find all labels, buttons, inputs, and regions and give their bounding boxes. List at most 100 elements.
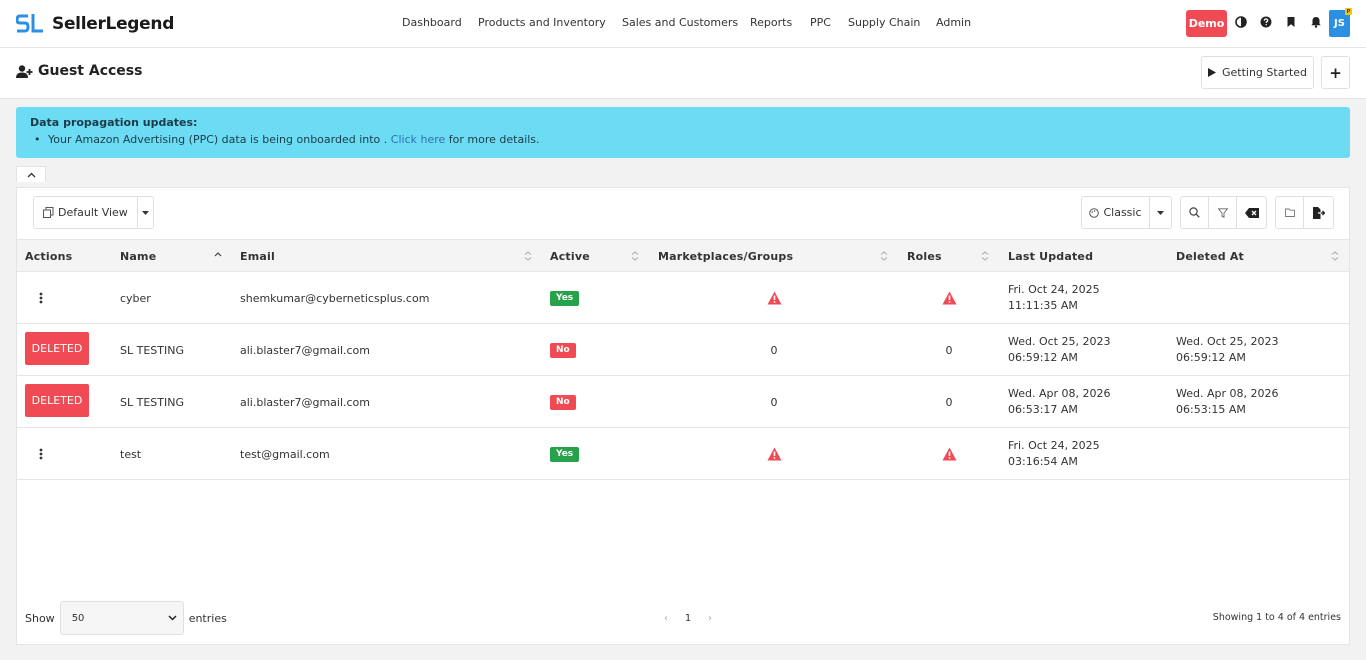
cell-name: SL TESTING [120, 343, 184, 357]
page-number[interactable]: 1 [684, 612, 692, 624]
last-updated-time: 06:53:17 AM [1008, 403, 1078, 416]
cell-marketplaces [658, 272, 890, 324]
nav-dashboard[interactable]: Dashboard [402, 16, 462, 29]
cell-email: test@gmail.com [240, 447, 330, 461]
cell-deleted-at: Wed. Apr 08, 2026 06:53:15 AM [1176, 376, 1279, 428]
column-header-name[interactable]: Name [120, 249, 157, 263]
deleted-button[interactable]: DELETED [25, 332, 89, 365]
top-navbar: SellerLegend Dashboard Products and Inve… [0, 0, 1366, 48]
filter-icon [1217, 207, 1228, 218]
view-selector-button[interactable]: Default View [33, 196, 137, 229]
cell-roles: 0 [907, 324, 991, 376]
last-updated-date: Fri. Oct 24, 2025 [1008, 283, 1100, 296]
add-guest-button[interactable]: + [1321, 56, 1350, 89]
alert-click-here-link[interactable]: Click here [390, 133, 446, 146]
collapse-toggle[interactable] [16, 166, 46, 182]
user-plus-icon [16, 64, 33, 78]
nav-reports[interactable]: Reports [750, 16, 793, 29]
sort-icon[interactable] [524, 250, 532, 262]
column-header-roles[interactable]: Roles [907, 249, 942, 263]
deleted-at-time: 06:59:12 AM [1176, 351, 1246, 364]
bell-icon[interactable] [1310, 16, 1322, 28]
nav-sales-and-customers[interactable]: Sales and Customers [622, 16, 739, 29]
deleted-at-time: 06:53:15 AM [1176, 403, 1246, 416]
folder-icon [1284, 208, 1295, 217]
table-header: Actions Name Email Active Marketplaces/G… [17, 239, 1349, 272]
palette-icon [1089, 207, 1100, 218]
column-header-deleted-at[interactable]: Deleted At [1176, 249, 1245, 263]
next-page-icon[interactable]: › [708, 612, 712, 624]
column-header-marketplaces[interactable]: Marketplaces/Groups [658, 249, 794, 263]
table-row: DELETED SL TESTING ali.blaster7@gmail.com N… [17, 324, 1349, 376]
brand-logo[interactable]: SellerLegend [16, 12, 174, 36]
alert-message-suffix: for more details. [445, 133, 540, 146]
demo-button[interactable]: Demo [1186, 10, 1227, 37]
search-icon [1189, 207, 1200, 218]
avatar-initials: JS [1334, 18, 1345, 29]
nav-products-and-inventory[interactable]: Products and Inventory [478, 16, 606, 29]
help-icon[interactable] [1260, 16, 1272, 28]
brand-name: SellerLegend [52, 14, 175, 34]
folder-button[interactable] [1275, 196, 1304, 229]
row-actions-menu-icon[interactable] [39, 448, 43, 460]
nav-supply-chain[interactable]: Supply Chain [848, 16, 921, 29]
bookmark-icon[interactable] [1285, 16, 1297, 28]
getting-started-button[interactable]: Getting Started [1201, 56, 1314, 89]
layout-mode-dropdown-toggle[interactable] [1149, 196, 1172, 229]
cell-marketplaces: 0 [658, 376, 890, 428]
nav-ppc[interactable]: PPC [810, 16, 831, 29]
row-actions-menu-icon[interactable] [39, 292, 43, 304]
column-header-last-updated[interactable]: Last Updated [1008, 249, 1094, 263]
filter-button[interactable] [1208, 196, 1237, 229]
last-updated-time: 03:16:54 AM [1008, 455, 1078, 468]
active-status-badge: Yes [550, 446, 580, 462]
search-button[interactable] [1180, 196, 1209, 229]
marketplaces-count: 0 [770, 395, 778, 409]
alert-title: Data propagation updates: [30, 116, 198, 129]
deleted-at-date: Wed. Apr 08, 2026 [1176, 387, 1279, 400]
sort-icon[interactable] [1331, 250, 1339, 262]
page-title: Guest Access [16, 63, 142, 79]
sort-icon[interactable] [981, 250, 989, 262]
cell-roles [907, 272, 991, 324]
cell-last-updated: Wed. Oct 25, 2023 06:59:12 AM [1008, 324, 1110, 376]
sort-asc-icon[interactable] [214, 250, 222, 262]
deleted-button[interactable]: DELETED [25, 384, 89, 417]
entries-per-page-value: 50 [71, 612, 85, 624]
warning-icon [942, 447, 956, 461]
sort-icon[interactable] [631, 250, 639, 262]
last-updated-date: Fri. Oct 24, 2025 [1008, 439, 1100, 452]
clear-filter-button[interactable] [1236, 196, 1267, 229]
table-row: test test@gmail.com Yes Fri. Oct 24, 2025 03… [17, 428, 1349, 480]
sellerlegend-logo-icon [16, 14, 43, 33]
view-selector-label: Default View [58, 206, 128, 219]
contrast-icon[interactable] [1235, 16, 1247, 28]
cell-name: SL TESTING [120, 395, 184, 409]
page-size-control: Show 50 entries [25, 601, 227, 635]
export-button[interactable] [1303, 196, 1334, 229]
view-dropdown-toggle[interactable] [137, 196, 154, 229]
column-header-actions: Actions [25, 249, 73, 263]
cell-active: No [550, 324, 576, 376]
cell-active: No [550, 376, 576, 428]
sort-icon[interactable] [880, 250, 888, 262]
play-icon [1207, 68, 1216, 77]
prev-page-icon[interactable]: ‹ [664, 612, 668, 624]
last-updated-date: Wed. Oct 25, 2023 [1008, 335, 1111, 348]
nav-admin[interactable]: Admin [936, 16, 972, 29]
user-avatar[interactable]: JS P [1329, 8, 1352, 37]
marketplaces-count: 0 [770, 343, 778, 357]
pagination: ‹ 1 › [655, 609, 721, 627]
caret-down-icon [142, 210, 149, 215]
roles-count: 0 [945, 343, 953, 357]
active-status-badge: Yes [550, 290, 580, 306]
entries-per-page-select[interactable]: 50 [59, 601, 184, 635]
layout-mode-button[interactable]: Classic [1081, 196, 1149, 229]
column-header-active[interactable]: Active [550, 249, 590, 263]
cell-last-updated: Wed. Apr 08, 2026 06:53:17 AM [1008, 376, 1111, 428]
backspace-icon [1244, 207, 1259, 218]
entries-label: entries [188, 611, 227, 625]
column-header-email[interactable]: Email [240, 249, 275, 263]
getting-started-label: Getting Started [1221, 66, 1308, 79]
roles-count: 0 [945, 395, 953, 409]
